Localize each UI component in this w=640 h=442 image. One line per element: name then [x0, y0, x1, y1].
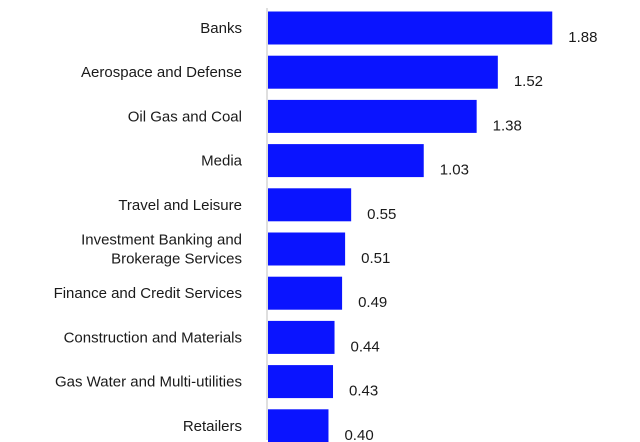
value-label: 0.49	[358, 294, 387, 311]
value-label: 0.55	[367, 206, 396, 223]
value-label: 0.44	[351, 338, 380, 355]
bar	[268, 232, 346, 266]
bar	[268, 11, 553, 45]
category-label: Construction and Materials	[64, 329, 242, 346]
bar	[268, 55, 498, 89]
category-label: Media	[201, 153, 243, 170]
category-label: Oil Gas and Coal	[128, 108, 242, 125]
value-label: 1.88	[568, 29, 597, 46]
category-label: Gas Water and Multi-utilities	[55, 374, 242, 391]
category-label: Finance and Credit Services	[54, 285, 242, 302]
category-label: Travel and Leisure	[118, 197, 242, 214]
value-label: 1.38	[493, 117, 522, 134]
value-label: 0.43	[349, 383, 378, 400]
category-labels-group: Banks Aerospace and Defense Oil Gas and Co…	[54, 20, 243, 435]
bar	[268, 99, 477, 133]
bar	[268, 144, 424, 178]
value-label: 1.52	[514, 73, 543, 90]
bar	[268, 365, 334, 399]
category-label: Aerospace and Defense	[81, 64, 242, 81]
category-label: Banks	[200, 20, 242, 37]
category-label: Investment Banking and Brokerage Services	[81, 232, 242, 268]
value-label: 1.03	[440, 162, 469, 179]
value-labels-group: 1.88 1.52 1.38 1.03 0.55 0.51 0.49 0.44 0.43 0.40	[344, 29, 597, 442]
bar	[268, 188, 352, 222]
category-label: Retailers	[183, 418, 242, 435]
value-label: 0.51	[361, 250, 390, 267]
bar	[268, 409, 329, 442]
value-label: 0.40	[344, 427, 373, 442]
bar	[268, 320, 335, 354]
bars-group	[268, 11, 553, 442]
bar	[268, 276, 343, 310]
